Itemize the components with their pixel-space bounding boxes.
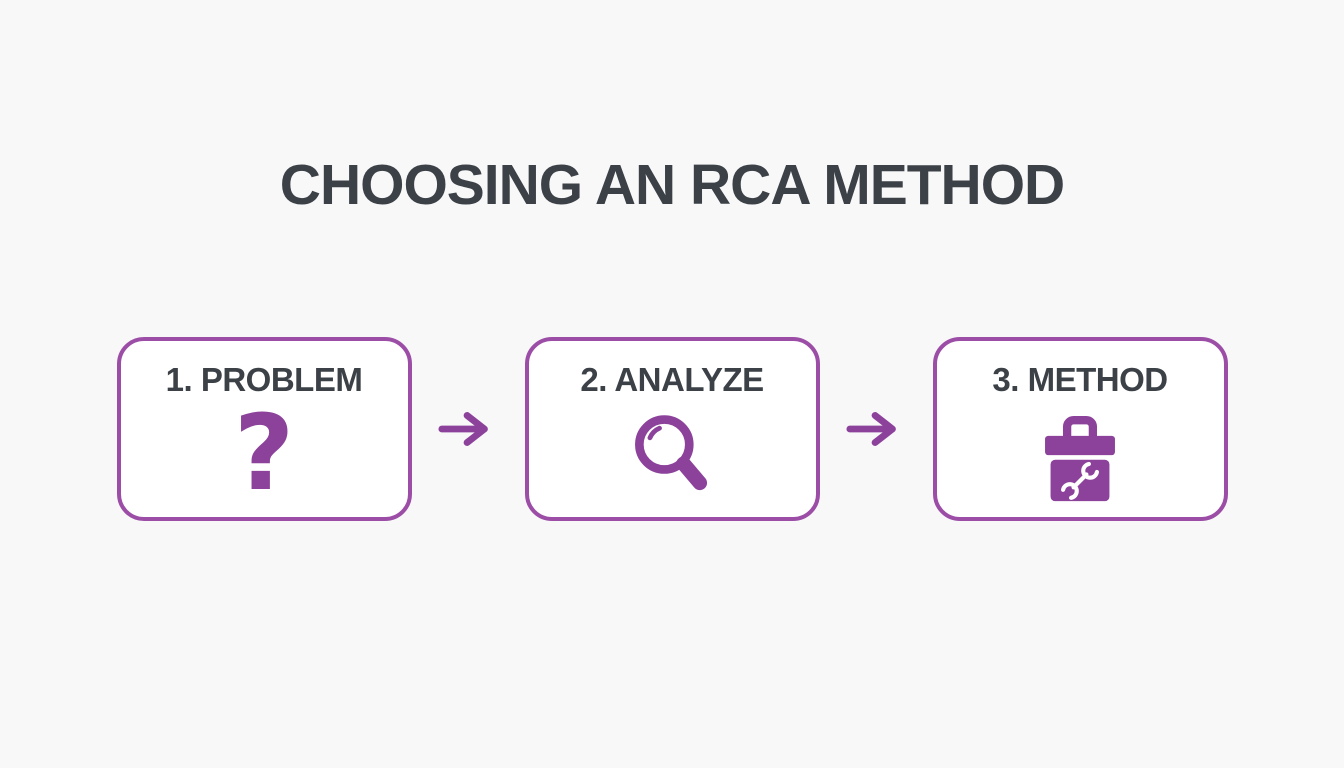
wrench-glyph	[1061, 461, 1099, 500]
toolbox-icon	[1045, 415, 1115, 501]
page-title: CHOOSING AN RCA METHOD	[279, 153, 1065, 217]
step-box-analyze: 2. ANALYZE	[524, 337, 820, 521]
step-label: 2. ANALYZE	[580, 361, 764, 398]
arrow-right-icon	[438, 412, 488, 446]
magnifying-glass-icon	[635, 414, 708, 490]
process-flow: 1. PROBLEM ? 2. ANALYZE	[0, 337, 1344, 521]
step-box-problem: 1. PROBLEM ?	[116, 337, 412, 521]
question-mark-icon: ?	[233, 392, 295, 515]
step-box-method: 3. METHOD	[932, 337, 1228, 521]
step-label: 3. METHOD	[992, 361, 1168, 398]
step-label: 1. PROBLEM	[165, 361, 363, 398]
arrow-right-icon	[846, 412, 896, 446]
